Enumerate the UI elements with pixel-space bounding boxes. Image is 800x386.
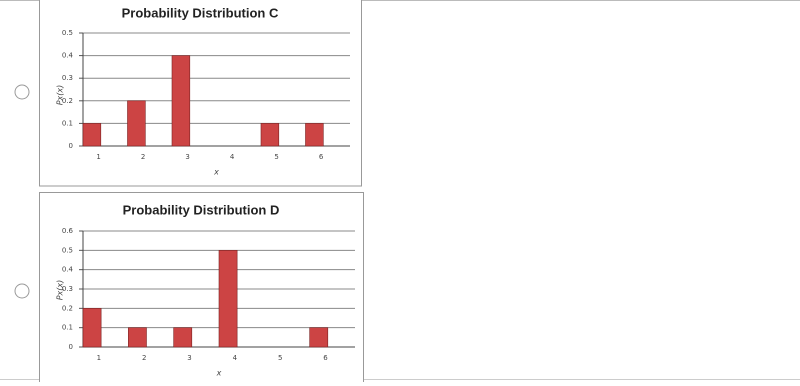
x-tick-label: 6 [319, 153, 324, 161]
bar [218, 250, 238, 348]
radio-option-d[interactable] [14, 283, 30, 299]
y-tick-label: 0.2 [62, 97, 73, 105]
y-tick-label: 0.1 [62, 119, 73, 127]
bar [127, 100, 146, 147]
y-tick-label: 0 [69, 142, 73, 150]
y-tick-label: 0.1 [62, 324, 73, 332]
radio-option-c[interactable] [14, 84, 30, 100]
y-tick-label: 0.4 [62, 52, 74, 60]
y-tick-label: 0 [69, 343, 73, 351]
bar [82, 123, 102, 147]
y-tick-label: 0.6 [62, 227, 74, 235]
bar [260, 123, 280, 147]
chart-title: Probability Distribution D [123, 202, 280, 217]
y-tick-label: 0.2 [62, 304, 73, 312]
bar [171, 55, 191, 147]
chart-frame [39, 192, 364, 383]
x-tick-label: 6 [323, 354, 328, 362]
y-tick-label: 0.4 [62, 266, 74, 274]
y-tick-label: 0.3 [62, 74, 73, 82]
y-tick-label: 0.3 [62, 285, 73, 293]
chart-title: Probability Distribution C [122, 5, 279, 20]
chart-frame [39, 0, 362, 187]
y-tick-label: 0.5 [62, 246, 73, 254]
x-tick-label: 2 [141, 153, 145, 161]
x-tick-label: 3 [187, 354, 191, 362]
y-axis-label: Px(x) [56, 85, 65, 106]
x-tick-label: 4 [233, 354, 238, 362]
bar [305, 123, 324, 147]
x-axis-label: x [216, 369, 222, 378]
x-tick-label: 3 [185, 153, 189, 161]
bar [82, 308, 102, 348]
y-tick-label: 0.5 [62, 29, 73, 37]
x-tick-label: 5 [278, 354, 282, 362]
bar [309, 327, 329, 348]
bar [128, 327, 147, 348]
y-axis-label: Px(x) [56, 280, 65, 301]
x-tick-label: 1 [97, 354, 101, 362]
x-tick-label: 5 [274, 153, 278, 161]
x-tick-label: 4 [230, 153, 235, 161]
x-tick-label: 2 [142, 354, 146, 362]
bar [173, 327, 193, 348]
x-tick-label: 1 [96, 153, 100, 161]
x-axis-label: x [213, 168, 219, 177]
